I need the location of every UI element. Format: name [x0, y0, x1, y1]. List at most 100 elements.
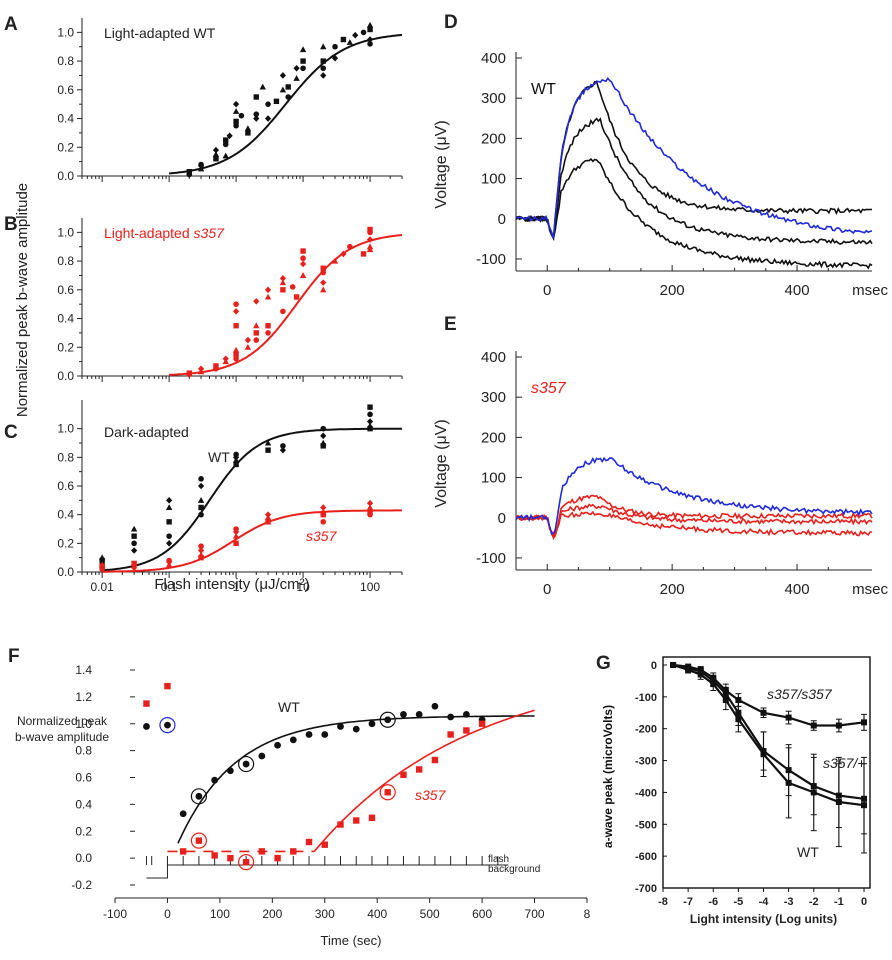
series-label-wt: WT [208, 449, 230, 465]
panel-label: B [4, 214, 18, 235]
y-tick-label: 1.0 [57, 225, 74, 239]
data-point [233, 301, 239, 307]
data-point [320, 269, 327, 276]
series-label-s357: s357 [306, 528, 338, 544]
y-tick-label: 0.0 [57, 565, 74, 579]
y-tick-label: -200 [635, 724, 657, 736]
data-point [253, 337, 260, 343]
x-tick-label: 1 [233, 580, 240, 594]
y-tick-label: 1.4 [75, 663, 92, 677]
y-tick-label: -300 [635, 756, 657, 768]
data-point [244, 336, 251, 344]
data-point [265, 323, 271, 329]
data-point [367, 404, 373, 410]
data-point [143, 723, 150, 730]
data-point [226, 132, 233, 140]
data-point [238, 112, 245, 119]
data-point [366, 499, 374, 507]
data-point [337, 723, 344, 730]
x-tick-label: 0 [543, 282, 551, 299]
series-label-s357-het: s357/+ [823, 755, 865, 771]
x-tick-label: 0 [164, 907, 171, 921]
panel-f: F -100 0 100 200 300 400 500 600 700 8 Time (sec) -0… [8, 646, 591, 948]
fit-curve [169, 234, 403, 376]
data-point [233, 122, 239, 129]
y-tick-label: -0.2 [71, 878, 92, 892]
trace-label: s357 [531, 380, 567, 397]
series-label-s357: s357 [415, 787, 447, 803]
y-tick-label: 400 [481, 50, 506, 67]
y-tick-label: 0.2 [57, 340, 74, 354]
data-point [131, 540, 137, 547]
data-point [164, 721, 171, 729]
data-point [227, 854, 234, 862]
data-point [179, 810, 187, 818]
data-point [320, 504, 327, 511]
data-point [300, 65, 306, 72]
background-label: background [488, 864, 540, 875]
data-point [279, 279, 287, 286]
data-point [186, 168, 192, 175]
data-point [352, 725, 360, 733]
data-point [300, 58, 306, 64]
data-point [265, 330, 271, 336]
data-point [320, 519, 327, 525]
data-point [211, 776, 219, 784]
data-point [400, 710, 407, 718]
erg-trace-3 [515, 503, 873, 540]
data-point [305, 731, 313, 738]
flash-label: flash [488, 854, 509, 865]
panel-g: G 0 -100 -200 -300 -400 -500 -600 -700-8 -7 -6 -5 -4… [596, 653, 871, 926]
series-label-s357-s357: s357/s357 [767, 686, 833, 702]
data-point [245, 130, 251, 136]
data-point [366, 21, 374, 28]
data-point [233, 461, 239, 468]
data-point [320, 43, 327, 50]
data-point [195, 792, 203, 800]
panel-title: Light-adapted s357 [104, 225, 225, 241]
data-point [198, 476, 204, 482]
x-tick-label: -4 [759, 896, 770, 908]
data-point [346, 39, 354, 45]
y-tick-label: 0.6 [57, 283, 74, 297]
data-point [233, 526, 239, 532]
y-tick-label: 0.4 [57, 508, 74, 522]
data-point [197, 482, 205, 490]
x-tick-label: -100 [103, 907, 127, 921]
data-point [293, 75, 300, 81]
data-point [320, 72, 327, 79]
data-point [400, 771, 407, 779]
y-tick-label: -400 [635, 787, 657, 799]
data-point [366, 418, 374, 425]
data-point [320, 511, 326, 518]
data-point [259, 83, 266, 90]
data-point [462, 710, 470, 718]
data-point [131, 560, 137, 567]
y-tick-label: 0.2 [57, 536, 74, 550]
data-point [366, 504, 374, 510]
data-point [431, 756, 439, 764]
x-axis-label: Time (sec) [321, 933, 382, 948]
erg-trace-4 [515, 510, 873, 540]
data-point [320, 443, 326, 449]
data-point [233, 351, 239, 358]
fit-curve-s357 [102, 509, 402, 573]
data-point [289, 284, 296, 290]
data-point [253, 111, 260, 118]
data-point [232, 346, 240, 353]
panel-title: Dark-adapted [104, 424, 189, 440]
data-point [131, 533, 137, 539]
x-unit: msec [852, 581, 888, 598]
data-point [253, 298, 260, 305]
data-point [198, 161, 204, 168]
x-tick-label: 100 [210, 907, 230, 921]
background-step [146, 864, 509, 879]
circled-point [238, 755, 255, 773]
data-point [320, 58, 326, 64]
data-point [195, 837, 203, 844]
y-tick-label: 0.4 [57, 112, 74, 126]
data-point [285, 94, 292, 100]
fit-curve-s357 [313, 709, 535, 852]
data-point [463, 727, 470, 734]
